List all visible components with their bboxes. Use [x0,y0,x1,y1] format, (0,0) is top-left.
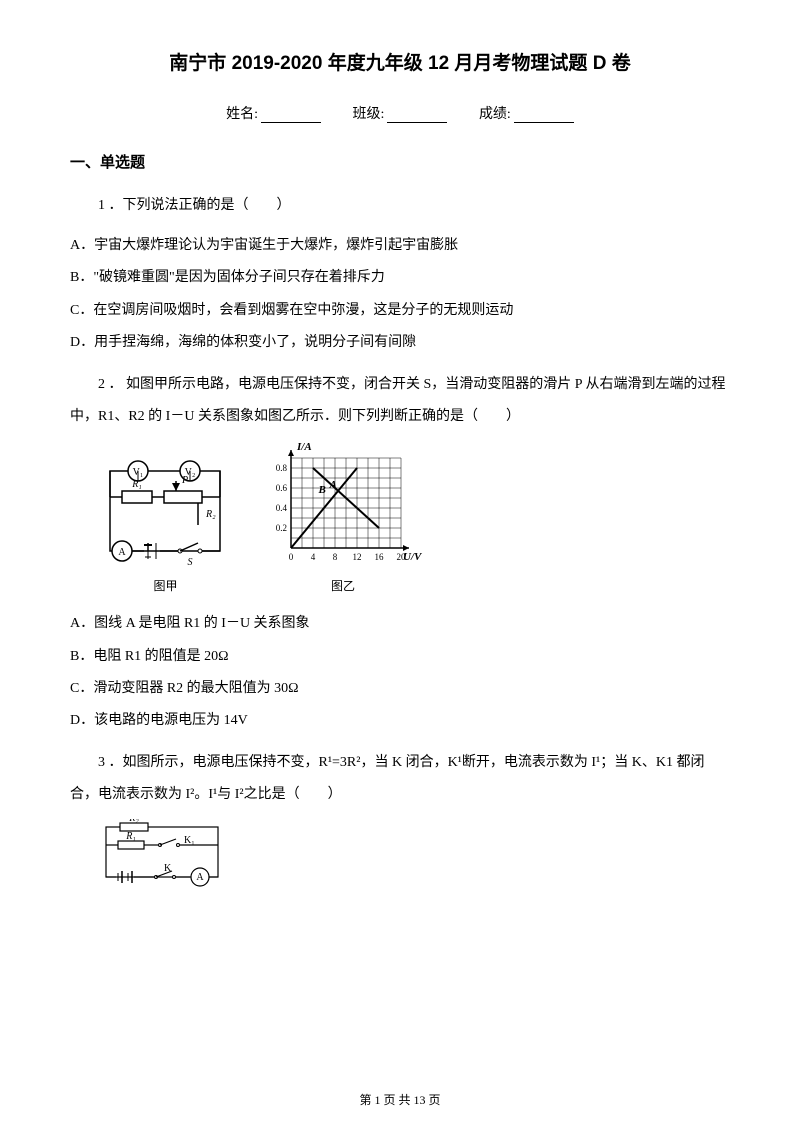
q2-fig-b: I/A U/V 0 4 8 12 16 20 0.2 0.4 0.6 0.8 AB 图乙 [263,443,423,594]
q3-stem: 3 ．如图所示，电源电压保持不变，R¹=3R²，当 K 闭合，K¹断开，电流表示… [70,747,730,811]
exam-title: 南宁市 2019-2020 年度九年级 12 月月考物理试题 D 卷 [70,48,730,75]
name-blank [261,109,321,123]
class-blank [387,109,447,123]
svg-text:R₁: R₁ [131,479,142,490]
question-2: 2 ． 如图甲所示电路，电源电压保持不变，闭合开关 S，当滑动变阻器的滑片 P … [70,369,730,737]
svg-text:12: 12 [353,552,362,562]
name-label: 姓名: [226,107,258,122]
svg-text:8: 8 [333,552,338,562]
q2-figures: V₁ V₂ R₁ P R₂ [98,443,730,594]
footer-prefix: 第 [359,1093,374,1107]
footer-total: 13 [414,1093,426,1107]
svg-text:A: A [118,547,126,558]
q1-option-a: A．宇宙大爆炸理论认为宇宙诞生于大爆炸，爆炸引起宇宙膨胀 [70,230,730,262]
question-3: 3 ．如图所示，电源电压保持不变，R¹=3R²，当 K 闭合，K¹断开，电流表示… [70,747,730,894]
svg-text:P: P [181,475,188,486]
question-1: 1 ．下列说法正确的是（ ） A．宇宙大爆炸理论认为宇宙诞生于大爆炸，爆炸引起宇… [70,190,730,359]
q1-stem: 1 ．下列说法正确的是（ ） [70,190,730,222]
q3-figure: R₂ R₁ K₁ K A [98,819,730,894]
svg-text:0.4: 0.4 [276,503,288,513]
q1-option-b: B．"破镜难重圆"是因为固体分子间只存在着排斥力 [70,262,730,294]
svg-text:K: K [164,863,172,874]
page-footer: 第 1 页 共 13 页 [0,1091,800,1108]
q2-fig-b-caption: 图乙 [263,577,423,594]
svg-text:S: S [188,557,193,568]
svg-text:R₁: R₁ [125,831,136,842]
section-1-title: 一、单选题 [70,151,730,172]
q2-option-c: C．滑动变阻器 R2 的最大阻值为 30Ω [70,673,730,705]
score-blank [514,109,574,123]
footer-suffix: 页 [426,1093,441,1107]
svg-text:R₂: R₂ [128,819,139,824]
svg-text:B: B [318,484,326,496]
svg-text:0.8: 0.8 [276,463,288,473]
q2-option-d: D．该电路的电源电压为 14V [70,705,730,737]
class-label: 班级: [353,107,385,122]
svg-text:A: A [196,872,204,883]
svg-text:0.2: 0.2 [276,523,287,533]
footer-mid: 页 共 [380,1093,413,1107]
q2-option-a: A．图线 A 是电阻 R1 的 I－U 关系图象 [70,608,730,640]
circuit-diagram-2-icon: R₂ R₁ K₁ K A [98,819,228,889]
q2-stem: 2 ． 如图甲所示电路，电源电压保持不变，闭合开关 S，当滑动变阻器的滑片 P … [70,369,730,433]
svg-text:0: 0 [289,552,294,562]
graph-chart-icon: I/A U/V 0 4 8 12 16 20 0.2 0.4 0.6 0.8 AB [263,443,423,568]
svg-text:4: 4 [311,552,316,562]
svg-text:U/V: U/V [403,551,423,563]
circuit-diagram-icon: V₁ V₂ R₁ P R₂ [98,453,233,568]
q1-option-d: D．用手捏海绵，海绵的体积变小了，说明分子间有间隙 [70,327,730,359]
q1-option-c: C．在空调房间吸烟时，会看到烟雾在空中弥漫，这是分子的无规则运动 [70,295,730,327]
svg-text:A: A [329,479,337,491]
svg-text:K₁: K₁ [184,835,195,846]
svg-text:I/A: I/A [296,443,312,453]
blanks-row: 姓名: 班级: 成绩: [70,103,730,123]
q2-fig-a-caption: 图甲 [98,577,233,594]
svg-text:R₂: R₂ [205,509,216,520]
q2-option-b: B．电阻 R1 的阻值是 20Ω [70,641,730,673]
svg-text:20: 20 [397,552,407,562]
svg-text:0.6: 0.6 [276,483,288,493]
svg-text:16: 16 [375,552,385,562]
q2-fig-a: V₁ V₂ R₁ P R₂ [98,453,233,594]
score-label: 成绩: [479,107,511,122]
